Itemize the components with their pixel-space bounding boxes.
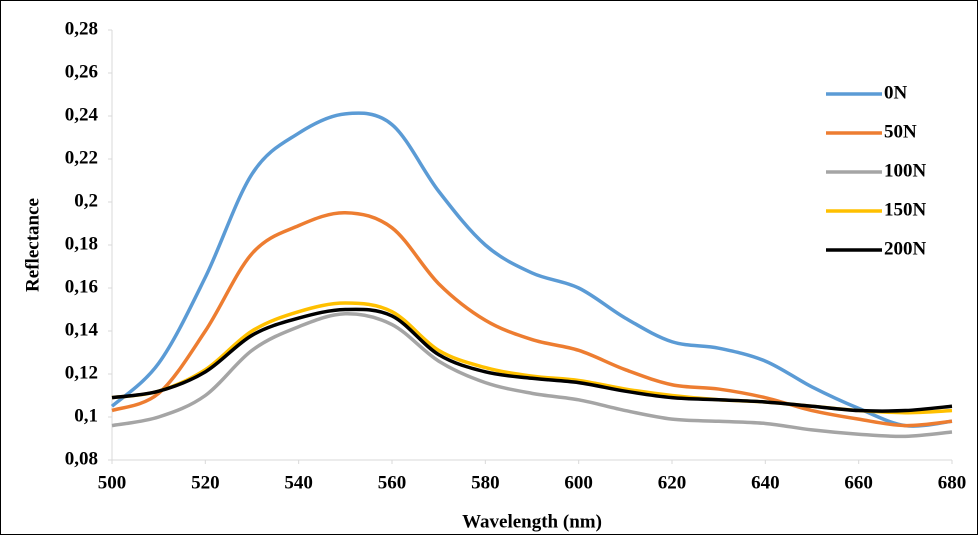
y-tick-label: 0,14	[65, 319, 99, 340]
legend-label: 0N	[884, 82, 908, 103]
y-tick-label: 0,26	[65, 61, 98, 82]
x-tick-label: 680	[938, 472, 967, 493]
x-tick-label: 580	[471, 472, 500, 493]
y-tick-label: 0,1	[74, 405, 98, 426]
line-series	[111, 312, 953, 439]
legend-label: 150N	[884, 199, 927, 220]
y-tick-label: 0,22	[65, 147, 98, 168]
y-tick-label: 0,2	[74, 190, 98, 211]
x-tick-label: 640	[751, 472, 780, 493]
line-series	[111, 307, 953, 413]
y-tick-label: 0,08	[65, 448, 98, 469]
y-tick-label: 0,28	[65, 18, 98, 39]
legend-label: 50N	[884, 121, 917, 142]
x-tick-label: 660	[844, 472, 873, 493]
x-axis-label: Wavelength (nm)	[462, 511, 602, 532]
y-tick-label: 0,12	[65, 362, 98, 383]
x-tick-label: 520	[191, 472, 220, 493]
x-tick-label: 560	[378, 472, 407, 493]
y-tick-label: 0,16	[65, 276, 98, 297]
legend-label: 200N	[884, 238, 927, 259]
y-axis-label: Reflectance	[22, 198, 43, 292]
x-tick-label: 600	[564, 472, 593, 493]
y-tick-label: 0,18	[65, 233, 98, 254]
x-tick-label: 620	[658, 472, 687, 493]
legend-label: 100N	[884, 160, 927, 181]
line-series	[110, 111, 953, 428]
line-series	[111, 210, 953, 428]
y-tick-label: 0,24	[65, 104, 99, 125]
x-tick-label: 540	[284, 472, 313, 493]
x-tick-label: 500	[98, 472, 127, 493]
